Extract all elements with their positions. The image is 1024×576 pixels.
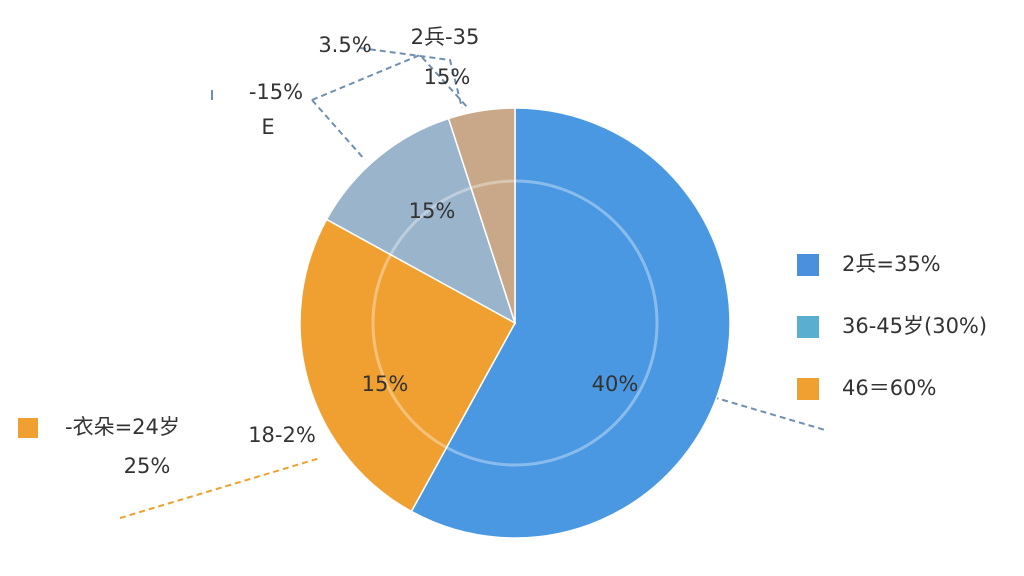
legend-label: 36-45岁(30%)	[842, 314, 987, 338]
annotation: 40%	[592, 372, 639, 396]
annotation: 15%	[409, 199, 456, 223]
legend-label: 46＝60%	[842, 376, 936, 400]
legend-swatch	[18, 418, 38, 438]
legend-sublabel: 25%	[124, 454, 171, 478]
annotation: 15%	[424, 65, 471, 89]
pie	[299, 107, 731, 539]
pie-slice	[447, 107, 516, 324]
pie-slice	[410, 107, 731, 539]
annotation: 2兵-35	[411, 25, 480, 49]
annotation: E	[261, 115, 274, 139]
annotation: 18-2%	[248, 423, 316, 447]
annotation: 3.5%	[318, 33, 371, 57]
legend-label: -衣朵=24岁	[65, 415, 180, 439]
legend-label: 2兵=35%	[842, 252, 941, 276]
annotation: -15%	[249, 80, 303, 104]
labels: 3.5% 2兵-35 15% -15% E 40% 15% 15% 18-2% 2兵=35% 36-…	[18, 25, 987, 478]
leader-lines	[119, 47, 826, 519]
legend-swatch	[797, 316, 819, 338]
inner-ring	[371, 179, 659, 467]
pie-slice	[299, 218, 517, 513]
legend-swatch	[797, 254, 819, 276]
annotation: 15%	[362, 372, 409, 396]
pie-slice	[325, 117, 517, 325]
legend-swatch	[797, 378, 819, 400]
